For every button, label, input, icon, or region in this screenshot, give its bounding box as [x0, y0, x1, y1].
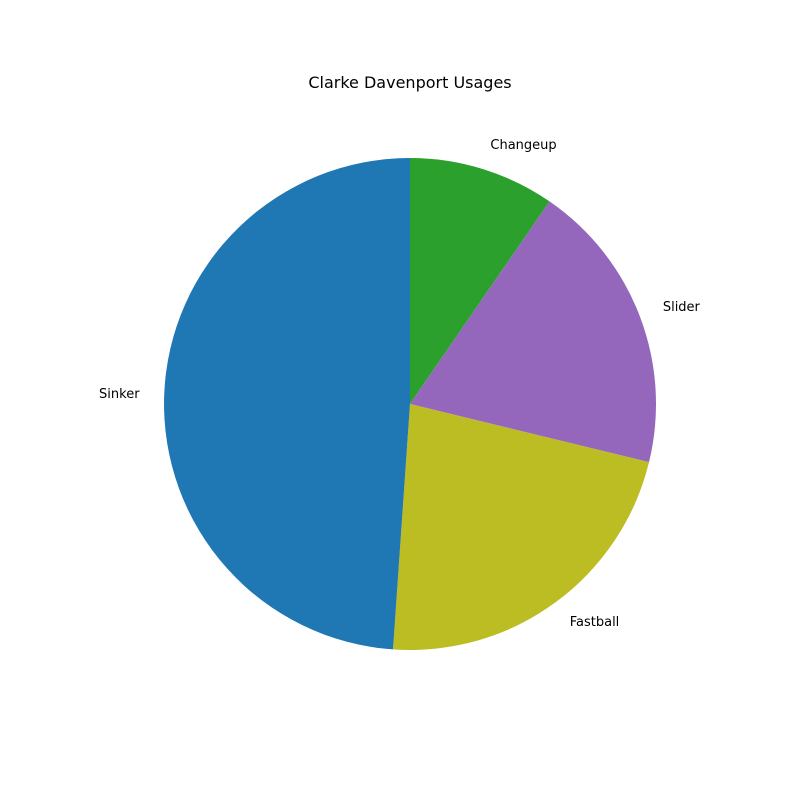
pie-slice-changeup	[410, 158, 550, 404]
pie-label-sinker: Sinker	[99, 387, 140, 402]
pie-slice-sinker	[164, 158, 410, 650]
chart-title: Clarke Davenport Usages	[308, 73, 511, 92]
pie-label-slider: Slider	[663, 300, 701, 315]
pie-slice-fastball	[393, 404, 650, 650]
pie-label-fastball: Fastball	[570, 615, 620, 630]
pie-labels: Changeup Slider Fastball Sinker	[99, 138, 701, 630]
pie-slices	[164, 158, 656, 650]
pie-label-changeup: Changeup	[490, 138, 556, 153]
pie-slice-slider	[410, 201, 656, 463]
